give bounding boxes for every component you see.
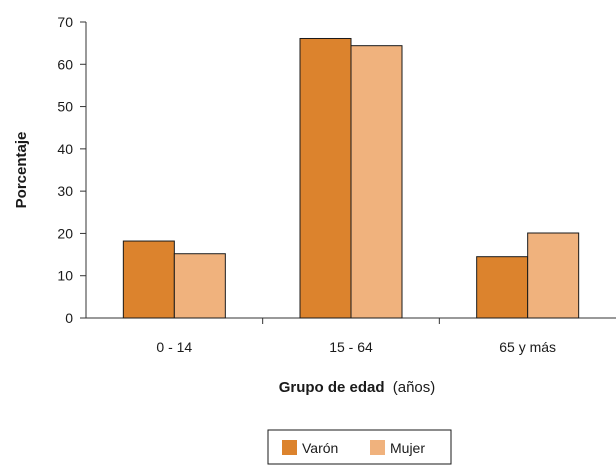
y-tick-label: 40	[57, 141, 73, 157]
y-axis-ticks: 0 10 20 30 40 50 60 70	[57, 14, 86, 326]
x-tick-label: 65 y más	[499, 339, 556, 355]
y-tick-label: 20	[57, 225, 73, 241]
y-tick-label: 50	[57, 99, 73, 115]
bar-var-n-2	[476, 256, 529, 319]
y-tick-label: 0	[65, 310, 73, 326]
y-tick-label: 30	[57, 183, 73, 199]
bars	[122, 37, 580, 319]
y-tick-label: 70	[57, 14, 73, 30]
bar-var-n-1	[299, 37, 352, 319]
bar-mujer-2	[527, 232, 580, 319]
legend-box	[267, 429, 452, 465]
bar-mujer-0	[173, 253, 226, 319]
bar-mujer-1	[350, 45, 403, 319]
x-tick-label: 0 - 14	[156, 339, 192, 355]
x-axis-label-main: Grupo de edad	[279, 379, 385, 396]
x-tick-label: 15 - 64	[329, 339, 373, 355]
x-axis-ticks: 0 - 14 15 - 64 65 y más	[156, 318, 556, 355]
legend-swatch	[370, 440, 385, 455]
legend: Varón Mujer	[267, 429, 452, 465]
legend-swatch	[282, 440, 297, 455]
bar-var-n-0	[122, 240, 175, 319]
legend-label: Mujer	[390, 440, 425, 456]
y-axis-label: Porcentaje	[13, 132, 30, 209]
y-tick-label: 10	[57, 268, 73, 284]
y-tick-label: 60	[57, 56, 73, 72]
x-axis-label-unit: (años)	[393, 379, 436, 396]
legend-label: Varón	[302, 440, 338, 456]
x-axis-label: Grupo de edad (años)	[279, 379, 436, 396]
